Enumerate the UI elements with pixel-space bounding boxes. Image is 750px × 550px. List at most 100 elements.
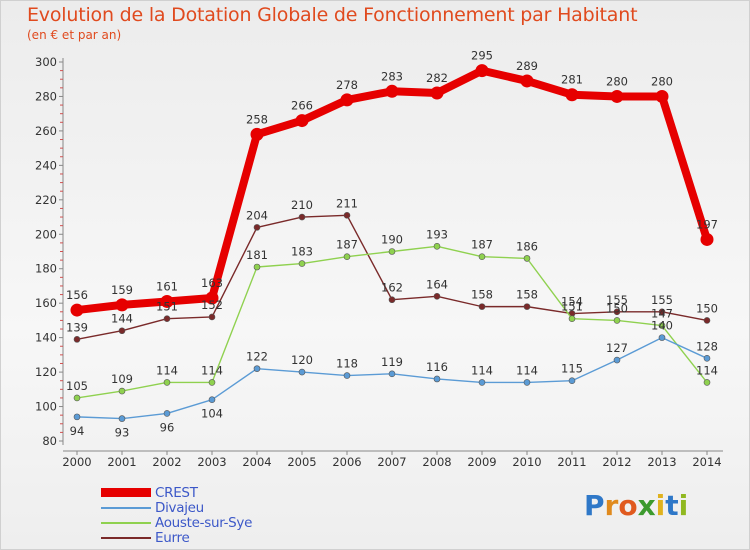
data-label-aouste-sur-sye: 147 xyxy=(651,307,673,321)
data-label-aouste-sur-sye: 150 xyxy=(606,301,628,315)
data-label-divajeu: 96 xyxy=(160,420,175,434)
data-point-divajeu xyxy=(388,370,396,378)
data-point-eurre xyxy=(433,292,441,300)
data-point-crest xyxy=(70,303,84,317)
data-label-eurre: 139 xyxy=(66,320,88,334)
y-tick-label: 100 xyxy=(35,400,57,414)
legend-label-crest: CREST xyxy=(155,484,198,501)
data-label-divajeu: 104 xyxy=(201,407,223,421)
y-tick-label: 120 xyxy=(35,365,57,379)
data-label-divajeu: 128 xyxy=(696,339,718,353)
data-point-eurre xyxy=(208,313,216,321)
data-point-aouste-sur-sye xyxy=(163,379,171,386)
logo-letter: r xyxy=(604,489,619,522)
data-label-eurre: 211 xyxy=(336,196,358,210)
data-label-aouste-sur-sye: 181 xyxy=(246,248,268,262)
data-label-eurre: 152 xyxy=(201,298,223,312)
logo-letter: o xyxy=(618,489,638,522)
data-label-divajeu: 119 xyxy=(381,355,403,369)
data-label-eurre: 155 xyxy=(651,293,673,307)
x-tick-label: 2001 xyxy=(107,455,136,469)
logo-letter: P xyxy=(584,489,605,522)
data-point-crest xyxy=(520,74,534,88)
data-point-crest xyxy=(295,114,309,128)
data-point-eurre xyxy=(703,317,711,324)
data-point-divajeu xyxy=(208,396,216,403)
legend-label-aouste-sur-sye: Aouste-sur-Sye xyxy=(155,514,253,531)
data-label-divajeu: 114 xyxy=(471,363,493,377)
data-label-divajeu: 94 xyxy=(70,424,85,438)
logo-letter: t xyxy=(665,489,679,522)
data-point-aouste-sur-sye xyxy=(433,243,441,250)
x-tick-label: 2002 xyxy=(152,455,181,469)
data-label-aouste-sur-sye: 186 xyxy=(516,239,538,253)
y-tick-label: 280 xyxy=(35,89,57,103)
data-point-aouste-sur-sye xyxy=(658,322,666,329)
data-point-aouste-sur-sye xyxy=(343,253,351,260)
y-tick-label: 300 xyxy=(35,55,57,69)
axes: 80 100 120 140 160 180 200 220 240 260 280 300 2000 2… xyxy=(35,55,723,469)
data-point-crest xyxy=(565,88,579,102)
data-label-crest: 163 xyxy=(201,276,223,290)
data-point-crest xyxy=(430,86,444,100)
data-label-divajeu: 120 xyxy=(291,353,313,367)
data-point-eurre xyxy=(343,212,351,219)
x-tick-label: 2007 xyxy=(377,455,406,469)
data-point-aouste-sur-sye xyxy=(613,317,621,324)
data-point-eurre xyxy=(253,224,261,231)
data-label-aouste-sur-sye: 105 xyxy=(66,379,88,393)
data-point-divajeu xyxy=(253,365,261,372)
y-tick-label: 200 xyxy=(35,227,57,241)
data-label-divajeu: 140 xyxy=(651,319,673,333)
data-label-divajeu: 93 xyxy=(115,426,130,440)
data-point-divajeu xyxy=(343,372,351,379)
data-point-aouste-sur-sye xyxy=(298,260,306,267)
y-tick-label: 160 xyxy=(35,296,57,310)
data-label-aouste-sur-sye: 114 xyxy=(696,363,718,377)
data-label-aouste-sur-sye: 109 xyxy=(111,372,133,386)
data-label-divajeu: 127 xyxy=(606,341,628,355)
data-label-aouste-sur-sye: 193 xyxy=(426,227,448,241)
legend-item-aouste-sur-sye: Aouste-sur-Sye xyxy=(101,514,253,531)
legend-swatch-crest xyxy=(101,488,151,497)
x-tick-label: 2009 xyxy=(467,455,496,469)
x-tick-label: 2011 xyxy=(557,455,586,469)
legend-swatch-eurre xyxy=(101,536,151,539)
data-point-eurre xyxy=(163,315,171,322)
data-label-aouste-sur-sye: 114 xyxy=(156,363,178,377)
data-label-crest: 295 xyxy=(471,49,493,63)
data-point-divajeu xyxy=(523,379,531,386)
data-point-eurre xyxy=(118,327,126,335)
data-label-crest: 280 xyxy=(606,74,628,88)
data-point-eurre xyxy=(613,308,621,316)
data-point-divajeu xyxy=(298,368,306,376)
data-point-eurre xyxy=(478,303,486,310)
y-tick-label: 140 xyxy=(35,331,57,345)
data-point-divajeu xyxy=(703,355,711,362)
legend-label-divajeu: Divajeu xyxy=(155,499,204,516)
data-label-eurre: 144 xyxy=(111,312,133,326)
data-point-aouste-sur-sye xyxy=(388,248,396,255)
data-label-divajeu: 116 xyxy=(426,360,448,374)
y-tick-label: 260 xyxy=(35,124,57,138)
data-point-crest xyxy=(340,93,354,107)
y-tick-label: 80 xyxy=(42,434,57,448)
chart-subtitle: (en € et par an) xyxy=(27,28,122,42)
data-point-divajeu xyxy=(118,415,126,422)
data-point-divajeu xyxy=(163,410,171,417)
data-label-crest: 283 xyxy=(381,69,403,83)
data-label-crest: 197 xyxy=(696,217,718,231)
data-label-crest: 156 xyxy=(66,288,88,302)
data-label-crest: 280 xyxy=(651,74,673,88)
data-label-aouste-sur-sye: 187 xyxy=(471,238,493,252)
x-tick-label: 2008 xyxy=(422,455,451,469)
data-label-aouste-sur-sye: 183 xyxy=(291,245,313,259)
data-label-eurre: 154 xyxy=(561,295,583,309)
data-point-aouste-sur-sye xyxy=(208,379,216,386)
data-label-aouste-sur-sye: 114 xyxy=(201,363,223,377)
data-label-eurre: 150 xyxy=(696,301,718,315)
data-label-eurre: 158 xyxy=(471,288,493,302)
data-point-divajeu xyxy=(433,375,441,383)
data-point-aouste-sur-sye xyxy=(478,253,486,260)
